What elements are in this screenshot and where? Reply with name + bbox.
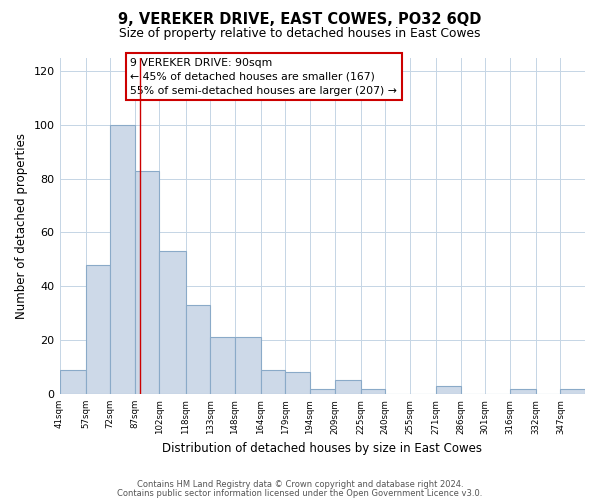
Bar (310, 388, 335, 394)
Bar (560, 388, 585, 394)
Text: 9, VEREKER DRIVE, EAST COWES, PO32 6QD: 9, VEREKER DRIVE, EAST COWES, PO32 6QD (118, 12, 482, 28)
Bar (436, 386, 461, 394)
Bar (286, 372, 310, 394)
Text: Contains public sector information licensed under the Open Government Licence v3: Contains public sector information licen… (118, 489, 482, 498)
Bar (210, 338, 235, 394)
Bar (110, 125, 135, 394)
Bar (59, 370, 86, 394)
Bar (160, 252, 185, 394)
Bar (86, 264, 110, 394)
Bar (135, 170, 160, 394)
Text: Size of property relative to detached houses in East Cowes: Size of property relative to detached ho… (119, 28, 481, 40)
Y-axis label: Number of detached properties: Number of detached properties (15, 132, 28, 318)
Bar (261, 370, 286, 394)
X-axis label: Distribution of detached houses by size in East Cowes: Distribution of detached houses by size … (162, 442, 482, 455)
Bar (235, 338, 261, 394)
Text: Contains HM Land Registry data © Crown copyright and database right 2024.: Contains HM Land Registry data © Crown c… (137, 480, 463, 489)
Text: 9 VEREKER DRIVE: 90sqm
← 45% of detached houses are smaller (167)
55% of semi-de: 9 VEREKER DRIVE: 90sqm ← 45% of detached… (130, 58, 397, 96)
Bar (185, 305, 210, 394)
Bar (335, 380, 361, 394)
Bar (361, 388, 385, 394)
Bar (510, 388, 536, 394)
